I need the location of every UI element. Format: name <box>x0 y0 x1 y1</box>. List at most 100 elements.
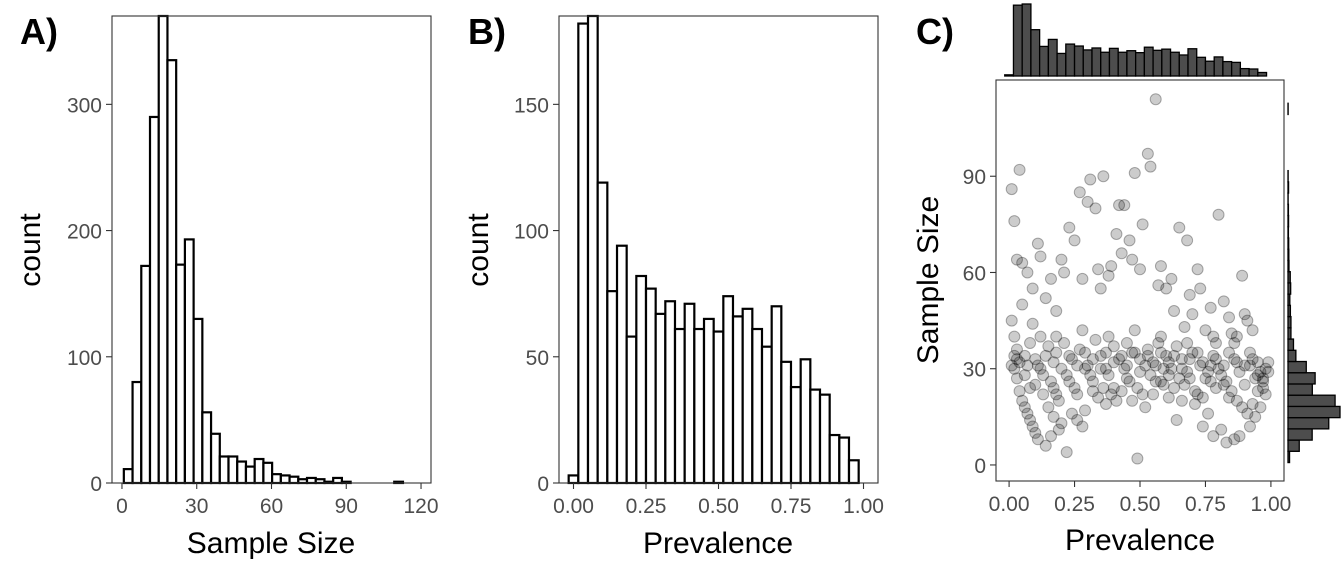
panel-c-point <box>1120 372 1133 385</box>
panel-a-bar-5 <box>166 59 178 485</box>
panel-c-top-marginal-bar <box>1047 38 1058 77</box>
panel-c-point <box>1228 353 1241 366</box>
panel-c-point <box>1021 407 1034 420</box>
panel-c-top-marginal-bar <box>1187 48 1198 77</box>
panel-c-top-marginal-bar <box>1143 46 1154 77</box>
panel-b-bar-2 <box>586 14 599 485</box>
panel-c-point <box>1060 446 1073 459</box>
panel-c-point <box>1042 340 1055 353</box>
panel-c-point <box>1186 346 1199 359</box>
panel-c-point <box>1037 369 1050 382</box>
panel-c-x-tick-label: 0.25 <box>1054 493 1095 516</box>
panel-c-point <box>1157 378 1170 391</box>
panel-c-point <box>1102 369 1115 382</box>
panel-b-y-axis-title: count <box>462 213 495 287</box>
panel-c-point <box>1052 423 1065 436</box>
panel-c-point <box>1126 394 1139 407</box>
panel-c-point <box>1105 388 1118 401</box>
panel-a-bar-22 <box>314 478 326 485</box>
panel-c-top-marginal-bar <box>1056 52 1067 77</box>
panel-a-x-tick-label: 0 <box>116 495 128 518</box>
panel-b-x-tick-label: 0.75 <box>771 495 812 518</box>
panel-a-bar-12 <box>227 455 239 485</box>
panel-c-right-marginal-bar <box>1287 372 1316 385</box>
panel-c-point <box>1220 375 1233 388</box>
panel-c-point <box>1102 330 1115 343</box>
panel-a-x-axis-title: Sample Size <box>187 527 355 560</box>
panel-c-point <box>1257 372 1270 385</box>
panel-c-point <box>1233 430 1246 443</box>
panel-c-point <box>1097 170 1110 183</box>
panel-c-point <box>1183 288 1196 301</box>
panel-a-ticks: 0 30 60 90 120 0 100 200 300 <box>67 94 439 518</box>
panel-c-point <box>1058 266 1071 279</box>
panel-c-top-marginal-bar <box>1248 68 1259 77</box>
panel-c-right-marginal-bar <box>1287 349 1297 363</box>
panel-c-point <box>1170 414 1183 427</box>
panel-c-point <box>1039 349 1052 362</box>
panel-c-point <box>1196 356 1209 369</box>
panel-c-point <box>1217 295 1230 308</box>
panel-c-point <box>1026 420 1039 433</box>
panel-c-point <box>1243 346 1256 359</box>
panel-c-ticks: 0.00 0.25 0.50 0.75 1.00 0 30 60 90 <box>963 166 1292 516</box>
panel-c-point <box>1228 337 1241 350</box>
panel-c-top-marginal-bar <box>1004 74 1015 77</box>
panel-c-point <box>1154 330 1167 343</box>
panel-b-x-tick-label: 0.00 <box>553 495 594 518</box>
panel-c-point <box>1144 369 1157 382</box>
panel-c-scatter-points <box>1005 93 1275 465</box>
panel-c-point <box>1024 337 1037 350</box>
panel-c-right-marginal-bar <box>1287 237 1290 250</box>
panel-c-top-marginal-bar <box>1178 54 1189 77</box>
panel-c-point <box>1044 272 1057 285</box>
panel-c-y-tick-label: 30 <box>963 359 986 382</box>
panel-c-point <box>1162 369 1175 382</box>
panel-c-point <box>1065 353 1078 366</box>
panel-b-bar-21 <box>770 305 783 485</box>
panel-c-point <box>1220 436 1233 449</box>
panel-c-point <box>1097 381 1110 394</box>
panel-a-bar-6 <box>175 263 186 485</box>
panel-c-top-marginal-bar <box>1100 51 1111 77</box>
panel-c-point <box>1134 263 1146 276</box>
panel-c-point <box>1251 356 1264 369</box>
panel-c-x-tick-label: 1.00 <box>1250 493 1291 516</box>
panel-b-label: B) <box>468 11 506 52</box>
panel-c-point <box>1107 340 1120 353</box>
panel-c-point <box>1128 346 1141 359</box>
panel-c-point <box>1215 423 1228 436</box>
panel-c-point <box>1259 388 1272 401</box>
panel-c-right-marginal-bar <box>1287 327 1292 340</box>
panel-c-point <box>1073 343 1086 356</box>
panel-b-bar-11 <box>673 327 686 485</box>
panel-c-point <box>1173 372 1186 385</box>
panel-c-point <box>1223 346 1236 359</box>
panel-a-bar-2 <box>140 264 152 485</box>
panel-c-point <box>1223 391 1236 404</box>
panel-a-x-tick-label: 120 <box>404 495 439 518</box>
panel-c-point <box>1215 369 1228 382</box>
panel-c-point <box>1079 362 1092 375</box>
panel-c-right-marginal-bar <box>1287 181 1290 194</box>
panel-c-point <box>1123 234 1136 247</box>
panel-c-right-marginal-bar <box>1287 394 1336 408</box>
panel-c-point <box>1128 167 1141 180</box>
panel-c-point <box>1230 330 1243 343</box>
panel-c-right-marginal-histogram <box>1287 102 1341 464</box>
panel-b-bar-9 <box>654 312 667 485</box>
panel-c-top-marginal-bar <box>1230 61 1242 77</box>
panel-b-y-tick-label: 150 <box>514 94 549 117</box>
panel-c-point <box>1152 337 1165 350</box>
panel-a-bar-16 <box>262 461 274 485</box>
panel-a-x-tick-label: 60 <box>260 495 283 518</box>
panel-c-point <box>1055 253 1068 266</box>
panel-c-point <box>1243 420 1256 433</box>
panel-c-point <box>1168 304 1181 317</box>
panel-c-point <box>1094 349 1107 362</box>
panel-a-bar-9 <box>201 411 213 485</box>
panel-c-point <box>1238 359 1251 372</box>
panel-c-point <box>1037 388 1050 401</box>
panel-c-point <box>1207 330 1220 343</box>
panel-b-bar-27 <box>828 433 841 485</box>
